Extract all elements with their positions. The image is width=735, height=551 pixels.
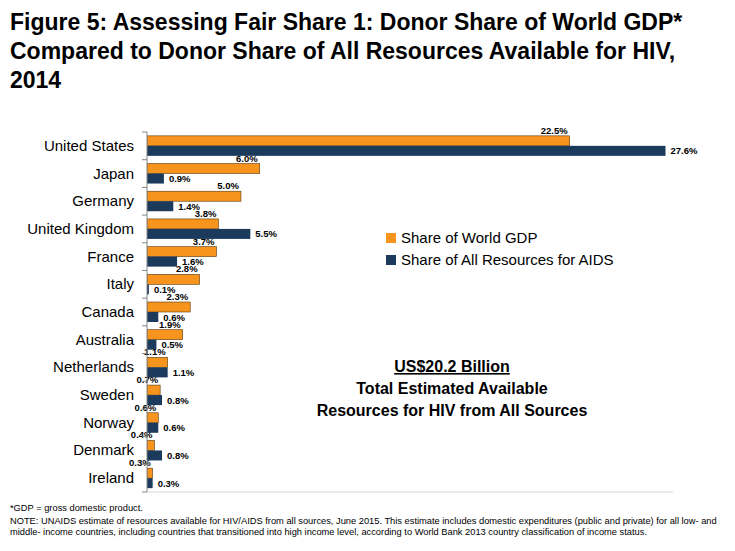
annotation: Resources for HIV from All Sources: [317, 402, 588, 419]
annotation: Total Estimated Available: [356, 380, 548, 397]
data-label: 0.6%: [163, 422, 185, 433]
category-label: Netherlands: [53, 358, 134, 375]
data-label: 0.4%: [131, 429, 153, 440]
category-label: United States: [44, 137, 134, 154]
bar: [147, 468, 153, 478]
data-label: 0.9%: [169, 173, 191, 184]
bar: [147, 274, 200, 284]
category-axis: [147, 132, 148, 492]
data-label: 0.3%: [158, 478, 180, 489]
category-label: Norway: [83, 414, 134, 431]
data-label: 0.3%: [129, 457, 151, 468]
legend-label: Share of All Resources for AIDS: [401, 251, 614, 268]
category-tick: [142, 381, 147, 382]
category-tick: [142, 492, 147, 493]
bar: [147, 201, 173, 211]
data-label: 0.6%: [135, 402, 157, 413]
note: NOTE: UNAIDS estimate of resources avail…: [10, 516, 730, 528]
value-axis: [147, 492, 673, 493]
category-label: Canada: [81, 303, 134, 320]
data-label: 0.8%: [167, 395, 189, 406]
bar: [147, 247, 217, 257]
category-tick: [142, 464, 147, 465]
category-tick: [142, 159, 147, 160]
bar: [147, 312, 158, 322]
category-tick: [142, 215, 147, 216]
bar: [147, 385, 160, 395]
data-label: 22.5%: [541, 125, 568, 136]
title: Figure 5: Assessing Fair Share 1: Donor …: [10, 8, 728, 95]
category-tick: [142, 187, 147, 188]
data-label: 0.8%: [167, 450, 189, 461]
bar: [147, 257, 177, 267]
legend-swatch: [386, 255, 396, 265]
bar: [147, 302, 190, 312]
category-label: Ireland: [88, 469, 134, 486]
category-tick: [142, 242, 147, 243]
note: *GDP = gross domestic product.: [10, 503, 730, 515]
note: middle- income countries, including coun…: [10, 527, 730, 539]
data-label: 0.7%: [136, 374, 158, 385]
data-labels: 22.5%27.6%6.0%0.9%5.0%1.4%3.8%5.5%3.7%1.…: [129, 125, 698, 489]
category-label: Japan: [93, 165, 134, 182]
data-label: 27.6%: [670, 145, 697, 156]
category-label: France: [87, 248, 134, 265]
data-label: 1.1%: [173, 367, 195, 378]
bar: [147, 136, 570, 146]
notes: *GDP = gross domestic product.NOTE: UNAI…: [10, 503, 730, 539]
annotation: US$20.2 Billion: [394, 358, 510, 375]
bar: [147, 174, 164, 184]
category-label: Germany: [72, 192, 134, 209]
category-tick: [142, 270, 147, 271]
category-tick: [142, 325, 147, 326]
bar: [147, 191, 241, 201]
category-label: Australia: [76, 331, 135, 348]
category-label: Sweden: [80, 386, 134, 403]
legend-label: Share of World GDP: [401, 229, 537, 246]
bar: [147, 146, 665, 156]
bar: [147, 219, 218, 229]
category-tick: [142, 353, 147, 354]
category-tick: [142, 408, 147, 409]
category-tick: [142, 132, 147, 133]
legend-swatch: [386, 233, 396, 243]
bar: [147, 164, 260, 174]
bar: [147, 413, 158, 423]
bar: [147, 357, 168, 367]
category-label: Denmark: [73, 441, 134, 458]
category-label: United Kingdom: [27, 220, 134, 237]
data-label: 6.0%: [236, 153, 258, 164]
data-label: 2.8%: [176, 263, 198, 274]
category-tick: [142, 298, 147, 299]
bars: [147, 136, 665, 488]
data-label: 3.8%: [195, 208, 217, 219]
chart: 22.5%27.6%6.0%0.9%5.0%1.4%3.8%5.5%3.7%1.…: [0, 0, 735, 551]
bar: [147, 330, 183, 340]
category-label: Italy: [106, 275, 134, 292]
data-label: 5.0%: [217, 180, 239, 191]
data-label: 2.3%: [167, 291, 189, 302]
bar: [147, 440, 155, 450]
bar: [147, 478, 153, 488]
data-label: 5.5%: [255, 228, 277, 239]
category-tick: [142, 436, 147, 437]
data-label: 1.9%: [159, 319, 181, 330]
data-label: 3.7%: [193, 236, 215, 247]
